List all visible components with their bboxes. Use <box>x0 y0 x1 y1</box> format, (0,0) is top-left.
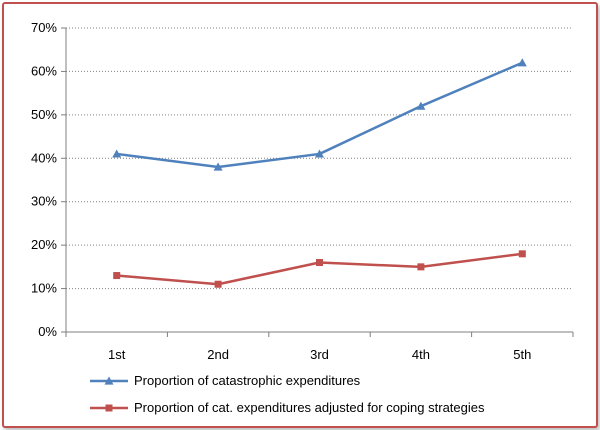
y-tick-label: 30% <box>31 194 57 209</box>
data-point <box>518 250 526 258</box>
data-point <box>213 162 223 171</box>
y-tick-label: 40% <box>31 150 57 165</box>
x-tick-label: 3rd <box>310 347 329 362</box>
legend-swatch-marker <box>105 404 113 412</box>
data-point <box>112 149 122 158</box>
y-tick-label: 70% <box>31 20 57 35</box>
legend-label: Proportion of catastrophic expenditures <box>134 373 361 388</box>
series-1 <box>112 58 527 171</box>
data-point <box>517 58 527 67</box>
x-tick-label: 1st <box>108 347 126 362</box>
axes <box>61 27 574 337</box>
y-tick-label: 60% <box>31 63 57 78</box>
data-point <box>316 259 323 267</box>
y-tick-label: 50% <box>31 107 57 122</box>
x-tick-label: 5th <box>513 347 531 362</box>
x-tick-labels: 1st 2nd 3rd 4th 5th <box>108 347 531 362</box>
legend-item-1: Proportion of catastrophic expenditures <box>90 373 361 388</box>
x-tick-label: 4th <box>412 347 430 362</box>
y-tick-label: 0% <box>38 324 57 339</box>
y-tick-labels: 0% 10% 20% 30% 40% 50% 60% 70% <box>31 20 57 339</box>
series-2 <box>113 250 526 288</box>
x-tick-label: 2nd <box>207 347 229 362</box>
legend-swatch-marker <box>104 376 114 385</box>
data-point <box>214 280 222 288</box>
series-group <box>112 58 527 288</box>
series-line <box>116 252 523 286</box>
data-point <box>417 263 425 271</box>
y-tick-label: 20% <box>31 237 57 252</box>
data-point <box>315 149 324 158</box>
y-tick-label: 10% <box>31 281 57 296</box>
legend-label: Proportion of cat. expenditures adjusted… <box>134 400 485 415</box>
data-point <box>113 272 121 280</box>
legend: Proportion of catastrophic expenditures P… <box>90 373 485 415</box>
legend-item-2: Proportion of cat. expenditures adjusted… <box>90 400 485 415</box>
data-point <box>416 101 426 110</box>
